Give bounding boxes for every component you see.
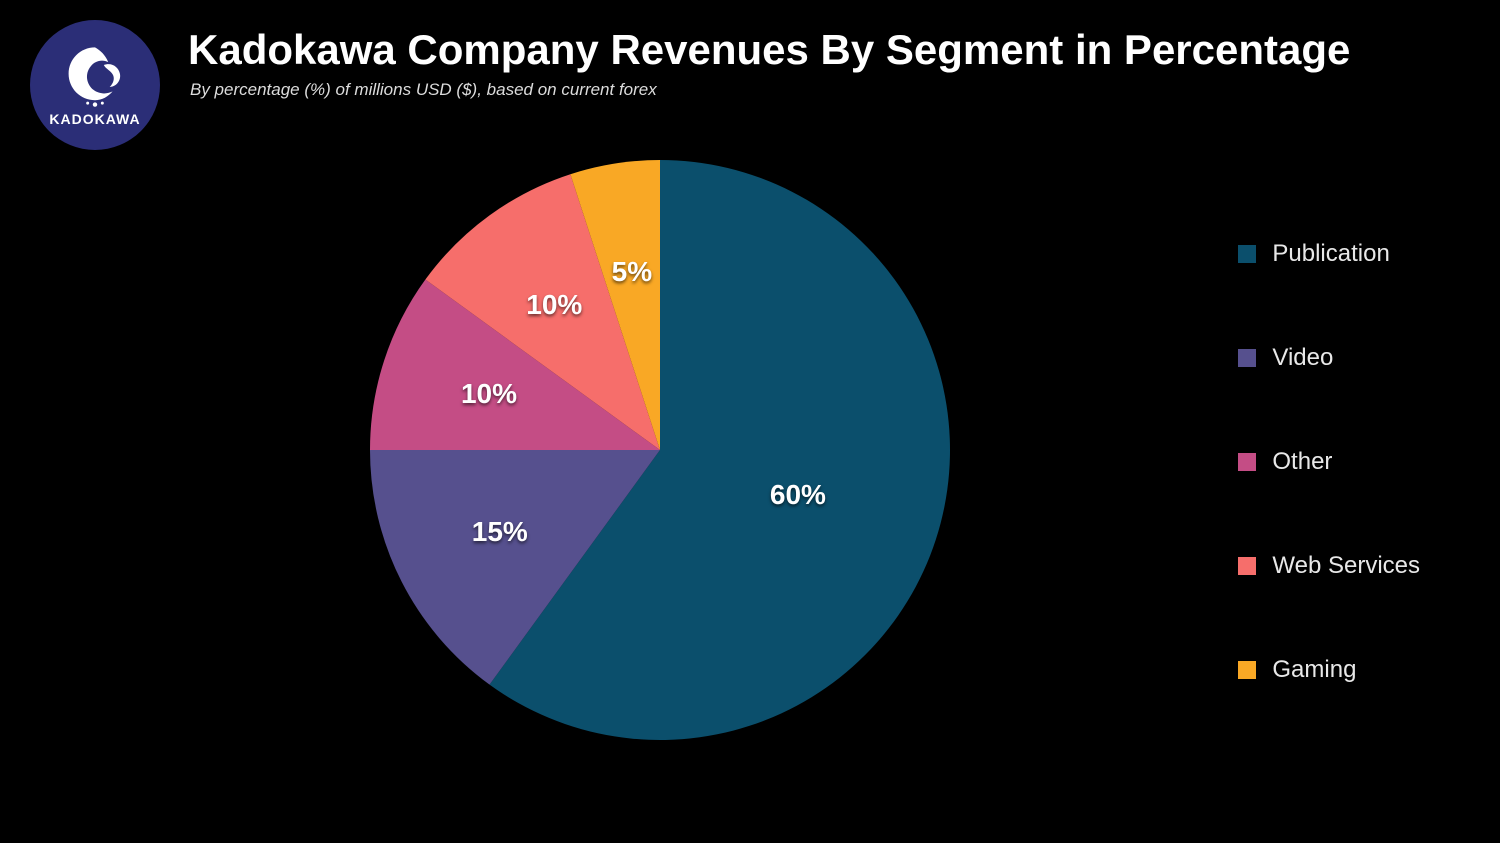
company-logo: KADOKAWA xyxy=(30,20,160,150)
slice-label-gaming: 5% xyxy=(612,256,652,288)
slice-label-other: 10% xyxy=(461,378,517,410)
legend-item-video[interactable]: Video xyxy=(1238,344,1420,372)
legend-item-gaming[interactable]: Gaming xyxy=(1238,656,1420,684)
chart-area: 60% 15% 10% 10% 5% Publication Video Other Web … xyxy=(0,150,1500,830)
legend-label: Video xyxy=(1272,344,1333,372)
legend: Publication Video Other Web Services Gaming xyxy=(1238,240,1420,684)
legend-label: Other xyxy=(1272,448,1332,476)
header: KADOKAWA Kadokawa Company Revenues By Se… xyxy=(0,0,1500,150)
legend-swatch xyxy=(1238,661,1256,679)
legend-label: Gaming xyxy=(1272,656,1356,684)
pie-chart: 60% 15% 10% 10% 5% xyxy=(370,160,950,740)
chart-subtitle: By percentage (%) of millions USD ($), b… xyxy=(190,80,1350,100)
legend-item-other[interactable]: Other xyxy=(1238,448,1420,476)
legend-item-web-services[interactable]: Web Services xyxy=(1238,552,1420,580)
legend-swatch xyxy=(1238,557,1256,575)
logo-text: KADOKAWA xyxy=(49,111,140,127)
slice-label-web-services: 10% xyxy=(526,289,582,321)
title-block: Kadokawa Company Revenues By Segment in … xyxy=(188,20,1350,100)
phoenix-icon xyxy=(56,43,134,109)
slice-label-video: 15% xyxy=(472,516,528,548)
slice-label-publication: 60% xyxy=(770,479,826,511)
pie-svg xyxy=(370,160,950,740)
legend-label: Web Services xyxy=(1272,552,1420,580)
legend-swatch xyxy=(1238,245,1256,263)
legend-swatch xyxy=(1238,349,1256,367)
legend-label: Publication xyxy=(1272,240,1389,268)
legend-swatch xyxy=(1238,453,1256,471)
legend-item-publication[interactable]: Publication xyxy=(1238,240,1420,268)
chart-title: Kadokawa Company Revenues By Segment in … xyxy=(188,26,1350,74)
